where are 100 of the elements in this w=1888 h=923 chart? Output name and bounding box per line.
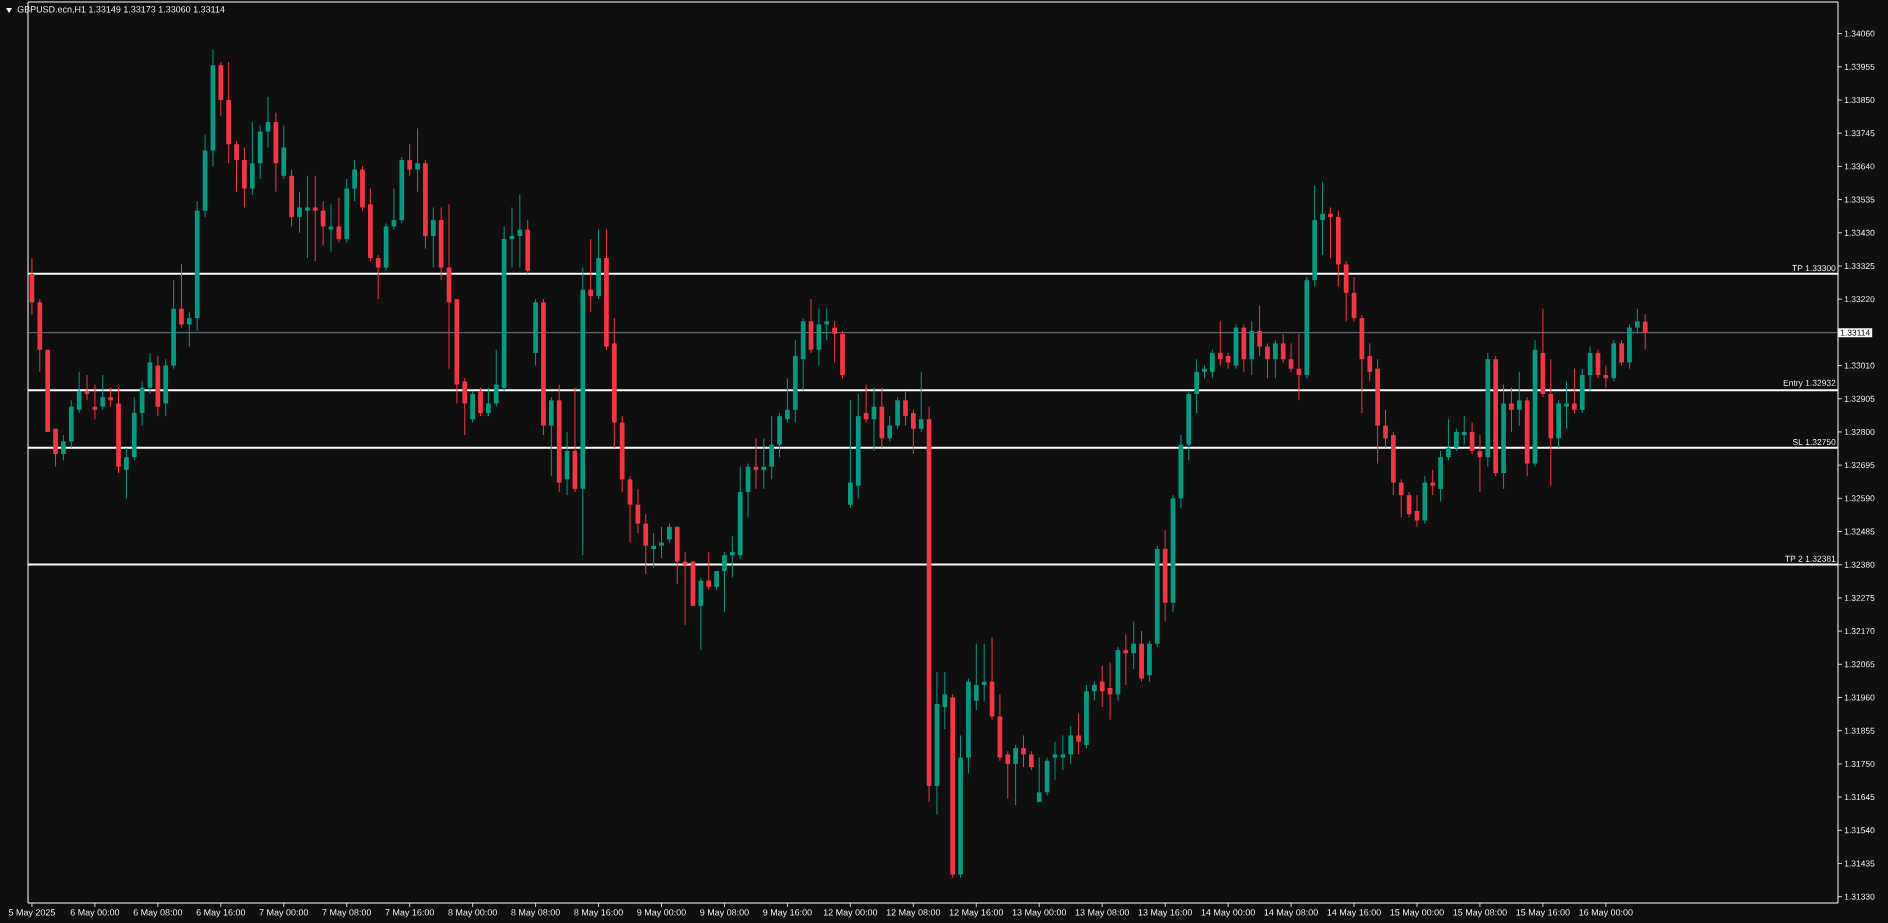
x-tick-label: 9 May 00:00 bbox=[637, 909, 686, 918]
candlestick bbox=[1446, 418, 1451, 461]
candlestick bbox=[462, 377, 468, 436]
candlestick bbox=[61, 434, 66, 461]
x-tick-label: 15 May 16:00 bbox=[1516, 909, 1570, 918]
y-tick-label: 1.32065 bbox=[1844, 661, 1875, 668]
x-tick-label: 13 May 08:00 bbox=[1075, 909, 1130, 918]
candlestick bbox=[234, 140, 239, 193]
candlestick bbox=[1265, 342, 1270, 379]
candlestick bbox=[430, 206, 436, 269]
x-tick-label: 6 May 00:00 bbox=[70, 909, 120, 918]
candlestick bbox=[179, 263, 184, 329]
x-tick-label: 15 May 00:00 bbox=[1390, 909, 1444, 918]
ref-line-label: 1.33114 bbox=[1840, 329, 1870, 336]
y-tick-label: 1.33325 bbox=[1844, 262, 1875, 269]
candlestick bbox=[706, 551, 712, 591]
candlestick bbox=[1461, 415, 1467, 446]
candlestick bbox=[478, 387, 483, 417]
candlestick bbox=[1430, 469, 1436, 496]
x-tick-label: 14 May 08:00 bbox=[1264, 909, 1318, 918]
candlestick bbox=[761, 437, 767, 490]
candlestick bbox=[973, 643, 979, 711]
candlestick bbox=[1328, 206, 1333, 259]
candlestick bbox=[407, 143, 413, 177]
candlestick bbox=[1021, 734, 1026, 768]
candlestick bbox=[785, 377, 790, 423]
x-tick-label: 9 May 16:00 bbox=[763, 909, 812, 918]
x-tick-label: 7 May 08:00 bbox=[322, 909, 372, 918]
candlestick bbox=[1509, 387, 1514, 433]
candlestick bbox=[667, 523, 672, 544]
candlestick bbox=[1194, 358, 1199, 414]
candlestick bbox=[493, 349, 499, 408]
candlestick bbox=[517, 194, 523, 269]
y-tick-label: 1.32380 bbox=[1844, 561, 1875, 568]
y-tick-label: 1.34060 bbox=[1844, 30, 1875, 37]
candlestick bbox=[1005, 750, 1011, 800]
candlestick bbox=[729, 535, 735, 578]
x-tick-label: 12 May 00:00 bbox=[823, 909, 878, 918]
y-tick-label: 1.33955 bbox=[1844, 63, 1875, 70]
x-tick-label: 5 May 2025 bbox=[8, 909, 55, 918]
candlestick bbox=[1210, 349, 1215, 379]
y-tick-label: 1.31855 bbox=[1844, 727, 1875, 734]
candlestick bbox=[918, 371, 924, 433]
candlestick bbox=[659, 526, 664, 559]
x-tick-label: 13 May 16:00 bbox=[1138, 909, 1192, 918]
chart-title: GBPUSD.ecn,H1 1.33149 1.33173 1.33060 1.33114 bbox=[17, 6, 225, 14]
y-tick-label: 1.31330 bbox=[1844, 893, 1875, 900]
candlestick bbox=[124, 447, 129, 499]
x-tick-label: 16 May 00:00 bbox=[1579, 909, 1633, 918]
y-tick-label: 1.32590 bbox=[1844, 495, 1875, 502]
candlestick bbox=[186, 311, 192, 348]
candlestick bbox=[643, 513, 649, 575]
candlestick bbox=[1060, 734, 1066, 771]
x-tick-label: 6 May 08:00 bbox=[133, 909, 183, 918]
y-tick-label: 1.31435 bbox=[1844, 860, 1875, 867]
candlestick bbox=[486, 387, 491, 417]
candlestick bbox=[1036, 757, 1042, 803]
y-tick-label: 1.33535 bbox=[1844, 196, 1875, 203]
candlestick bbox=[1068, 725, 1074, 765]
candlestick bbox=[1013, 744, 1018, 806]
y-tick-label: 1.31540 bbox=[1844, 827, 1875, 834]
x-tick-label: 12 May 08:00 bbox=[886, 909, 941, 918]
candlestick bbox=[336, 197, 342, 243]
x-tick-label: 8 May 16:00 bbox=[574, 909, 623, 918]
candlestick bbox=[1603, 365, 1609, 389]
candlestick bbox=[1564, 380, 1569, 430]
x-tick-label: 6 May 16:00 bbox=[196, 909, 246, 918]
y-tick-label: 1.31750 bbox=[1844, 760, 1875, 767]
y-tick-label: 1.33745 bbox=[1844, 130, 1875, 137]
candlestick bbox=[1383, 409, 1388, 449]
x-tick-label: 8 May 08:00 bbox=[511, 909, 560, 918]
candlestick bbox=[1217, 320, 1223, 367]
candlestick bbox=[297, 191, 302, 234]
candlestick bbox=[848, 399, 853, 509]
ref-line-label: Entry 1.32932 bbox=[1783, 379, 1836, 388]
y-tick-label: 1.32170 bbox=[1844, 628, 1875, 635]
y-tick-label: 1.32485 bbox=[1844, 528, 1875, 535]
x-tick-label: 12 May 16:00 bbox=[949, 909, 1004, 918]
y-tick-label: 1.32800 bbox=[1844, 428, 1875, 435]
ref-line-label: TP 2 1.32381 bbox=[1785, 555, 1836, 562]
candlestick bbox=[651, 532, 656, 569]
candlestick bbox=[1280, 333, 1286, 363]
y-tick-label: 1.33640 bbox=[1844, 163, 1875, 170]
candlestick bbox=[1619, 339, 1624, 367]
x-tick-label: 14 May 00:00 bbox=[1201, 909, 1255, 918]
candlestick bbox=[1642, 313, 1648, 351]
candlestick bbox=[305, 175, 310, 259]
candlestick bbox=[769, 415, 775, 480]
candlestick bbox=[1398, 478, 1404, 518]
x-tick-label: 14 May 16:00 bbox=[1327, 909, 1381, 918]
ref-line-label: TP 1.33300 bbox=[1792, 265, 1836, 272]
candlestick bbox=[1076, 712, 1081, 755]
candlestick bbox=[375, 254, 381, 300]
candlestick bbox=[1453, 428, 1459, 452]
candlestick bbox=[942, 671, 948, 730]
candlestick bbox=[1099, 665, 1105, 708]
y-tick-label: 1.32905 bbox=[1844, 395, 1875, 402]
y-tick-label: 1.33220 bbox=[1844, 296, 1875, 303]
candlestick bbox=[981, 643, 987, 702]
y-tick-label: 1.33850 bbox=[1844, 97, 1875, 103]
